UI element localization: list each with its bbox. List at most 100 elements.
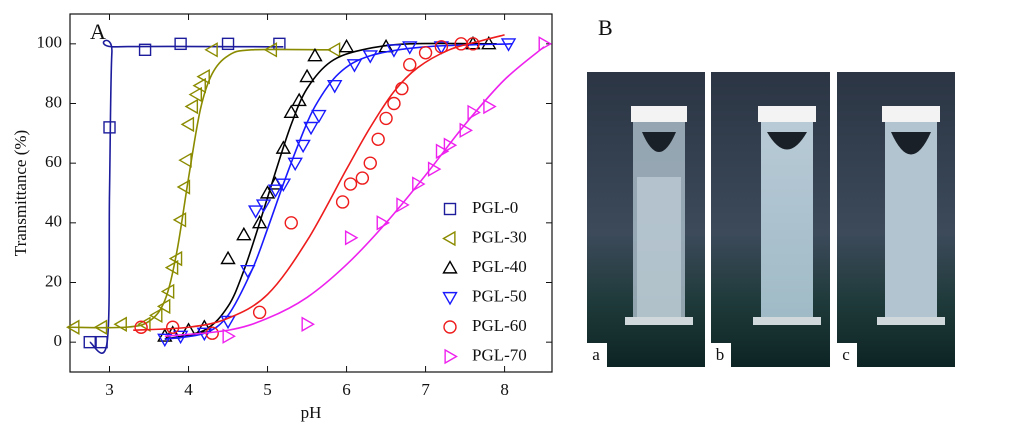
marker — [363, 156, 377, 170]
legend-marker — [443, 320, 457, 334]
marker — [138, 43, 152, 56]
marker — [481, 35, 497, 50]
legend-marker — [442, 230, 456, 247]
marker — [174, 37, 187, 51]
marker — [180, 116, 195, 133]
plot-frame — [69, 13, 553, 373]
marker — [220, 315, 236, 330]
y-tick-label: 60 — [45, 152, 62, 171]
marker — [66, 319, 80, 335]
marker — [95, 335, 108, 349]
marker — [291, 92, 307, 107]
marker — [83, 335, 96, 349]
marker — [113, 316, 127, 332]
panel-label: A — [90, 19, 106, 44]
marker — [134, 320, 148, 334]
marker — [137, 316, 151, 332]
marker — [433, 41, 450, 55]
marker — [435, 143, 450, 159]
marker — [307, 47, 323, 62]
marker — [156, 298, 171, 315]
marker — [403, 58, 417, 72]
y-tick-label: 20 — [45, 271, 62, 290]
legend-marker — [443, 202, 457, 216]
x-tick-label: 3 — [105, 380, 114, 399]
marker — [338, 38, 355, 53]
marker — [396, 197, 410, 213]
marker — [434, 40, 449, 54]
marker — [178, 152, 192, 168]
marker — [500, 38, 517, 52]
photos: a b c — [587, 72, 955, 367]
image-label: c — [842, 345, 850, 364]
marker — [459, 122, 473, 139]
fit-line — [69, 48, 331, 329]
legend-label: PGL-0 — [472, 198, 518, 217]
marker — [379, 111, 393, 126]
fit-line — [164, 43, 513, 340]
x-tick-label: 7 — [421, 380, 430, 399]
legend-label: PGL-40 — [472, 257, 527, 276]
marker — [355, 171, 370, 185]
marker — [251, 214, 268, 229]
marker — [287, 157, 303, 172]
image-label: b — [716, 345, 725, 364]
marker — [466, 37, 480, 51]
photo: c — [837, 72, 955, 367]
marker — [160, 283, 175, 300]
marker — [196, 68, 210, 85]
marker — [157, 333, 173, 348]
marker — [311, 109, 327, 124]
marker — [188, 86, 203, 103]
marker — [263, 42, 278, 58]
x-tick-label: 4 — [184, 380, 193, 399]
marker — [255, 199, 272, 213]
y-tick-label: 40 — [45, 212, 62, 231]
y-tick-label: 100 — [37, 33, 63, 52]
legend-label: PGL-50 — [472, 286, 527, 305]
marker — [284, 216, 298, 230]
marker — [236, 226, 252, 241]
marker — [301, 316, 315, 332]
marker — [172, 330, 189, 345]
marker — [538, 36, 553, 52]
marker — [443, 137, 458, 153]
legend-label: PGL-30 — [472, 227, 527, 246]
y-tick-label: 80 — [45, 92, 62, 111]
x-tick-label: 6 — [342, 380, 351, 399]
marker — [168, 250, 183, 267]
marker — [222, 328, 236, 344]
x-axis-label: pH — [301, 403, 322, 422]
marker — [418, 46, 433, 60]
marker — [335, 195, 350, 209]
marker — [275, 140, 292, 154]
marker — [192, 77, 206, 94]
legend-marker — [444, 348, 458, 365]
marker — [387, 96, 401, 111]
marker — [326, 80, 343, 94]
y-axis-label: Transmittance (%) — [11, 130, 30, 256]
marker — [204, 42, 218, 58]
marker — [149, 307, 163, 324]
marker — [295, 139, 311, 154]
y-tick-label: 0 — [54, 331, 63, 350]
marker — [343, 177, 358, 191]
marker — [299, 68, 315, 83]
marker — [346, 59, 363, 73]
marker — [103, 121, 116, 134]
marker — [412, 176, 426, 192]
marker — [371, 132, 385, 147]
marker — [166, 320, 180, 334]
photo: a — [587, 72, 705, 367]
marker — [184, 98, 199, 115]
marker — [221, 37, 235, 51]
marker — [483, 98, 497, 115]
marker — [427, 161, 442, 177]
marker — [303, 121, 319, 136]
marker — [172, 212, 187, 228]
marker — [93, 319, 108, 335]
marker — [395, 81, 409, 96]
marker — [164, 259, 179, 276]
fit-line — [164, 42, 497, 340]
